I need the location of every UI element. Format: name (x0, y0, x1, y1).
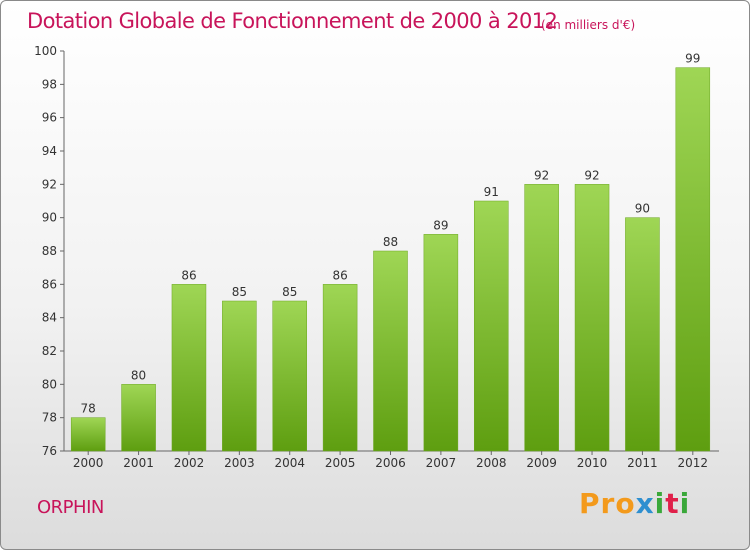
value-label-2005: 86 (332, 268, 347, 282)
x-tick-label-2010: 2010 (577, 456, 608, 470)
y-tick-label: 86 (42, 277, 57, 291)
bar-2010 (574, 184, 610, 452)
value-label-2004: 85 (282, 285, 297, 299)
bar-2000 (70, 417, 106, 452)
logo-part-1: Pro (579, 487, 636, 520)
logo-part-5: i (679, 487, 691, 520)
x-tick-label-2003: 2003 (224, 456, 255, 470)
y-tick-label: 98 (42, 77, 57, 91)
y-tick-label: 100 (34, 44, 57, 58)
value-label-2008: 91 (484, 185, 499, 199)
value-label-2003: 85 (232, 285, 247, 299)
x-tick-label-2005: 2005 (325, 456, 356, 470)
value-label-2011: 90 (635, 202, 650, 216)
value-label-2009: 92 (534, 168, 549, 182)
x-axis-ticks: 2000 2001 2002 2003 2004 2005 2006 2007 2008 2009… (73, 451, 708, 470)
y-tick-label: 80 (42, 377, 57, 391)
y-tick-label: 82 (42, 344, 57, 358)
value-label-2012: 99 (685, 52, 700, 66)
bar-2011 (625, 217, 660, 452)
y-tick-label: 90 (42, 211, 57, 225)
bar-2002 (171, 284, 207, 452)
bar-2007 (423, 234, 459, 452)
bar-2012 (675, 67, 711, 452)
chart-title: Dotation Globale de Fonctionnement de 20… (27, 9, 558, 33)
bars (70, 67, 711, 452)
bar-2006 (373, 250, 408, 452)
y-tick-label: 84 (42, 311, 57, 325)
x-tick-label-2002: 2002 (174, 456, 205, 470)
x-tick-label-2000: 2000 (73, 456, 104, 470)
y-tick-label: 96 (42, 111, 57, 125)
y-tick-label: 92 (42, 177, 57, 191)
x-tick-label-2011: 2011 (627, 456, 658, 470)
value-label-2000: 78 (81, 402, 96, 416)
value-label-2007: 89 (433, 218, 448, 232)
bar-2004 (272, 300, 307, 452)
bar-2008 (474, 200, 509, 452)
logo-part-4: t (665, 487, 680, 520)
proxiti-logo[interactable]: Proxiti (579, 487, 690, 520)
bar-2003 (222, 300, 257, 452)
value-label-2010: 92 (584, 168, 599, 182)
bar-2005 (322, 284, 358, 452)
chart-unit: (en milliers d'€) (541, 18, 636, 32)
bar-2009 (524, 184, 559, 452)
x-tick-label-2006: 2006 (375, 456, 406, 470)
value-label-2001: 80 (131, 368, 146, 382)
y-tick-label: 78 (42, 411, 57, 425)
x-tick-label-2012: 2012 (678, 456, 709, 470)
value-label-2006: 88 (383, 235, 398, 249)
y-axis-ticks: 76 78 80 82 84 86 88 90 92 94 96 98 100 (34, 44, 64, 458)
x-tick-label-2004: 2004 (274, 456, 305, 470)
value-label-2002: 86 (181, 268, 196, 282)
y-tick-label: 76 (42, 444, 57, 458)
value-labels: 78 80 86 85 85 86 88 89 91 92 92 90 99 (81, 52, 701, 416)
x-tick-label-2001: 2001 (123, 456, 154, 470)
commune-name: ORPHIN (37, 497, 104, 518)
y-tick-label: 94 (42, 144, 57, 158)
x-tick-label-2008: 2008 (476, 456, 507, 470)
logo-part-2: x (635, 487, 655, 520)
x-tick-label-2007: 2007 (426, 456, 457, 470)
bar-2001 (121, 384, 156, 452)
y-tick-label: 88 (42, 244, 57, 258)
x-tick-label-2009: 2009 (526, 456, 557, 470)
logo-part-3: i (654, 487, 666, 520)
